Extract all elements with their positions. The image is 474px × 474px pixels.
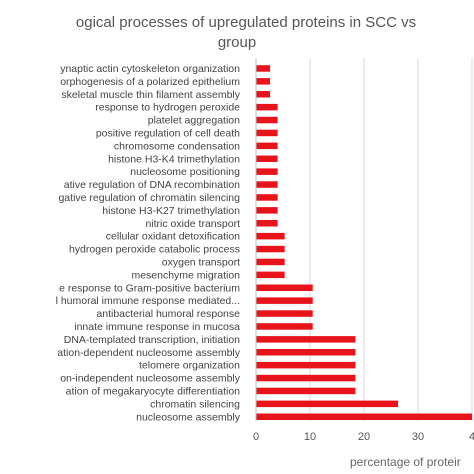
category-label: ynaptic actin cytoskeleton organization (60, 63, 240, 75)
category-label: nitric oxide transport (145, 218, 240, 230)
category-label: DNA-templated transcription, initiation (64, 334, 240, 346)
bar (256, 103, 278, 111)
grid-lines (309, 58, 473, 421)
category-label: nucleosome assembly (136, 411, 241, 423)
bar (256, 129, 278, 137)
category-label: ation of megakaryocyte differentiation (66, 385, 240, 397)
category-label: positive regulation of cell death (96, 127, 240, 139)
bar (256, 310, 313, 317)
bar (256, 181, 278, 188)
x-tick-labels: 0 10 20 30 4 (253, 431, 474, 443)
category-label: mesenchyme migration (131, 269, 240, 281)
bar (256, 258, 285, 266)
category-label: innate immune response in mucosa (74, 321, 240, 333)
category-label: telomere organization (139, 360, 240, 372)
category-label: response to hydrogen peroxide (95, 102, 240, 114)
category-label: orphogenesis of a polarized epithelium (60, 76, 240, 88)
bar (256, 387, 356, 395)
bar (256, 232, 285, 240)
bar (256, 413, 472, 420)
bar (256, 400, 399, 408)
bar (256, 116, 278, 124)
x-tick-label: 10 (304, 431, 316, 443)
bar (256, 207, 278, 214)
category-label: gative regulation of chromatin silencing (58, 192, 240, 204)
category-label: hydrogen peroxide catabolic process (69, 244, 240, 256)
category-label: nucleosome positioning (130, 166, 240, 178)
bar (256, 271, 285, 279)
bar (256, 349, 356, 356)
bar (256, 336, 356, 343)
x-tick-label: 30 (412, 431, 424, 443)
bar (256, 78, 271, 85)
bar (256, 142, 278, 150)
category-label: ative regulation of DNA recombination (64, 179, 240, 191)
x-axis-title: percentage of proteir (350, 455, 461, 469)
bar (256, 284, 313, 291)
category-label: chromosome condensation (114, 140, 240, 152)
category-label: e response to Gram-positive bacterium (59, 282, 240, 294)
category-label: antibacterial humoral response (96, 308, 240, 320)
category-label: oxygen transport (162, 256, 240, 268)
category-label: cellular oxidant detoxification (106, 231, 240, 243)
bar (256, 374, 356, 382)
bar (256, 65, 271, 72)
bar (256, 323, 313, 330)
bar (256, 245, 285, 253)
category-label: platelet aggregation (148, 115, 240, 127)
category-label: l humoral immune response mediated... (56, 295, 240, 307)
bar (256, 361, 356, 369)
category-labels: ynaptic actin cytoskeleton organizationo… (56, 63, 241, 423)
category-label: skeletal muscle thin filament assembly (61, 89, 240, 101)
bar (256, 91, 271, 98)
category-label: histone H3-K27 trimethylation (102, 205, 240, 217)
chart-title-line-2: group (218, 34, 256, 51)
category-label: chromatin silencing (150, 398, 240, 410)
bar (256, 194, 278, 201)
bars (256, 65, 472, 420)
x-tick-label: 0 (253, 431, 259, 443)
x-tick-label: 20 (358, 431, 370, 443)
chart-title: ogical processes of upregulated proteins… (76, 14, 416, 51)
chart-title-line-1: ogical processes of upregulated proteins… (76, 14, 416, 31)
category-label: histone H3-K4 trimethylation (108, 153, 240, 165)
category-label: ation-dependent nucleosome assembly (57, 347, 240, 359)
x-tick-label: 4 (469, 431, 474, 443)
bar (256, 168, 278, 175)
bar (256, 155, 278, 162)
bar (256, 297, 313, 304)
category-label: on-independent nucleosome assembly (60, 373, 241, 385)
bar (256, 220, 278, 227)
